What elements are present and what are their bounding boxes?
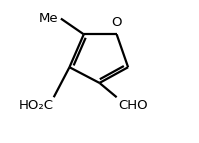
- Text: Me: Me: [38, 12, 58, 25]
- Text: CHO: CHO: [118, 99, 148, 112]
- Text: HO₂C: HO₂C: [19, 99, 54, 112]
- Text: O: O: [111, 16, 122, 29]
